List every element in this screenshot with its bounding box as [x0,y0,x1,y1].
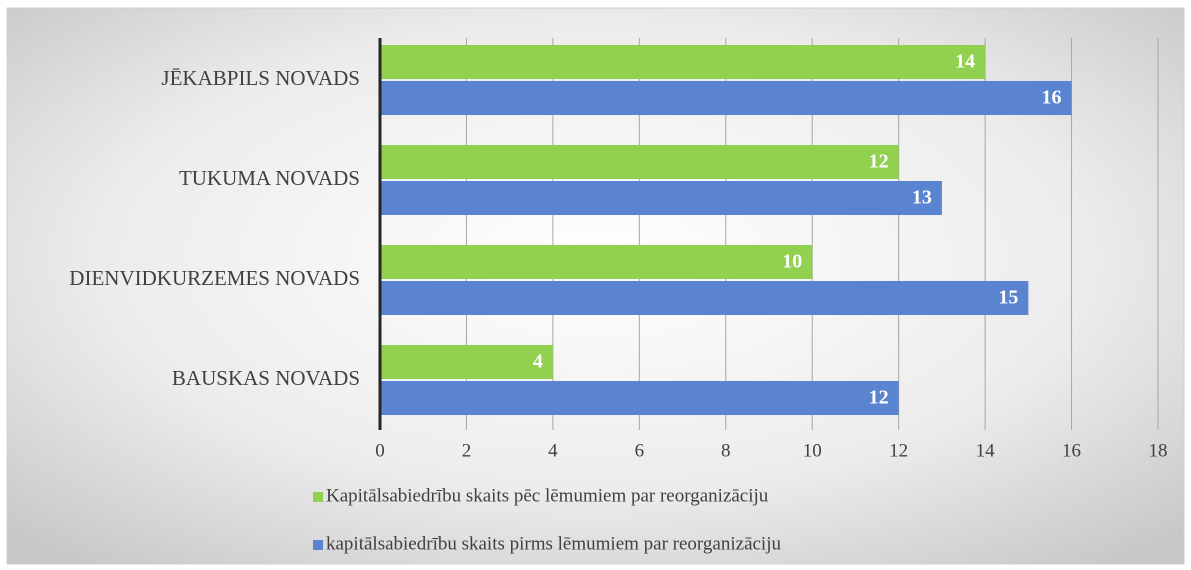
bar [380,345,553,379]
bar [380,81,1072,115]
legend-swatch [313,492,323,502]
x-tick-label: 14 [976,440,996,461]
bar [380,181,942,215]
x-tick-label: 18 [1149,440,1168,461]
data-label: 4 [533,351,543,373]
x-tick-label: 8 [721,440,731,461]
x-tick-label: 2 [462,440,472,461]
bar [380,145,899,179]
data-label: 12 [869,387,889,409]
x-tick-label: 4 [548,440,558,461]
bar [380,45,986,79]
legend-label: kapitālsabiedrību skaits pirms lēmumiem … [326,533,781,554]
bar [380,245,813,279]
x-tick-label: 16 [1062,440,1081,461]
x-tick-label: 6 [635,440,645,461]
data-label: 13 [912,187,932,209]
legend-swatch [313,540,323,550]
y-tick-label: DIENVIDKURZEMES NOVADS [69,266,360,290]
bar [380,381,899,415]
y-tick-label: BAUSKAS NOVADS [172,366,360,390]
data-label: 14 [955,51,975,73]
y-tick-label: TUKUMA NOVADS [179,166,360,190]
x-tick-label: 12 [889,440,908,461]
data-label: 10 [782,251,802,273]
data-label: 12 [869,151,889,173]
x-tick-label: 10 [803,440,822,461]
y-tick-label: JĒKABPILS NOVADS [161,66,360,90]
x-tick-label: 0 [375,440,385,461]
data-label: 15 [998,287,1018,309]
data-label: 16 [1042,87,1062,109]
bar [380,281,1029,315]
legend-label: Kapitālsabiedrību skaits pēc lēmumiem pa… [326,485,769,506]
